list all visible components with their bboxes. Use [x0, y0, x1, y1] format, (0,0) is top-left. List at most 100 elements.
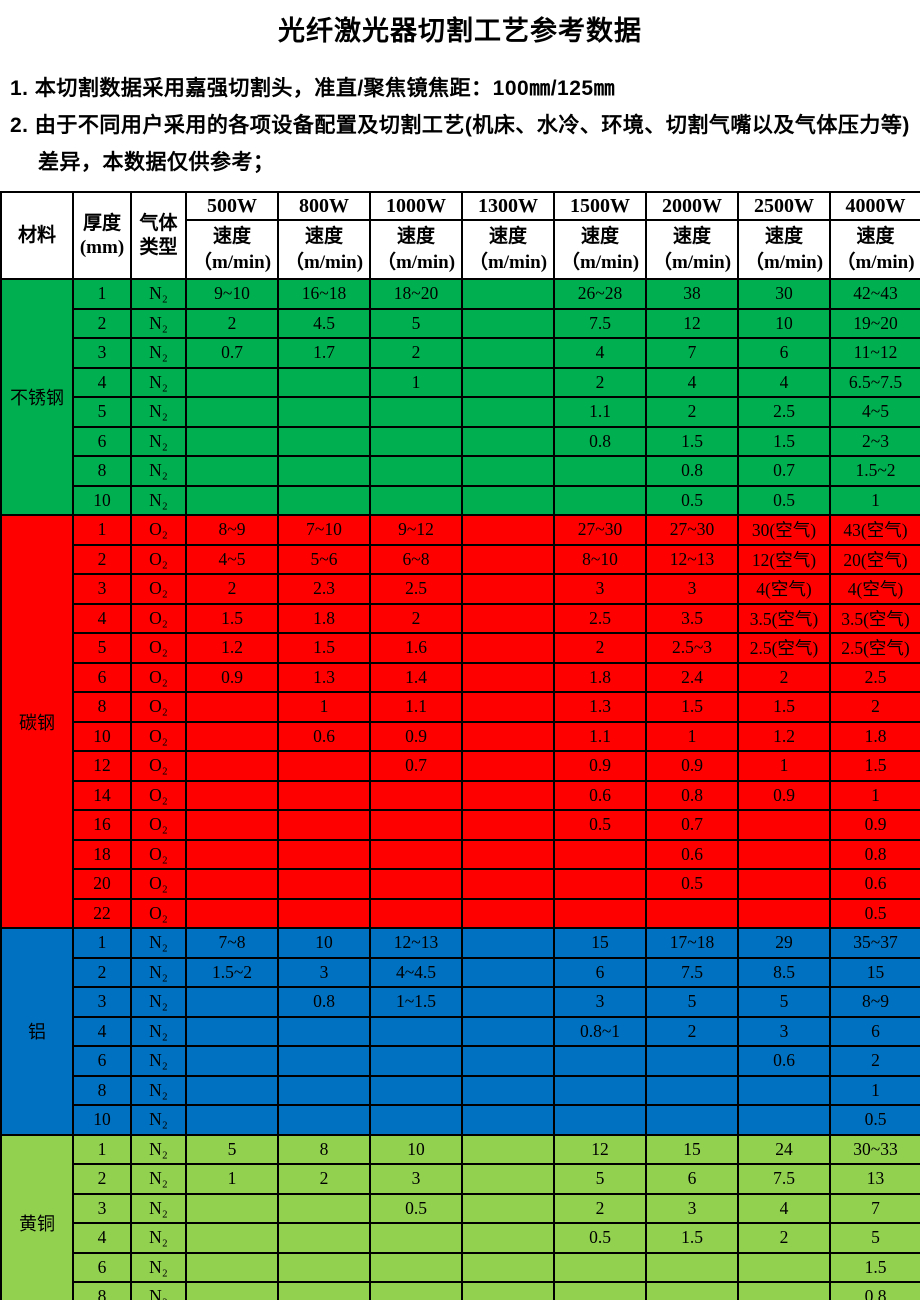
speed-cell: [277, 809, 371, 841]
thickness-cell: 6: [72, 1251, 132, 1283]
gas-type-cell: N₂: [130, 1222, 187, 1254]
speed-cell: [185, 1281, 279, 1300]
speed-cell: [553, 838, 647, 870]
speed-cell: 16~18: [277, 278, 371, 310]
speed-cell: 1.3: [553, 691, 647, 723]
speed-unit: （m/min): [744, 251, 824, 273]
speed-cell: 5: [553, 1163, 647, 1195]
speed-cell: [277, 396, 371, 428]
speed-cell: 1: [737, 750, 831, 782]
gas-type-cell: N₂: [130, 1192, 187, 1224]
table-row: 铝 1 N₂ 7~8 10 12~13 15 17~18 29 35~37: [0, 927, 920, 1136]
speed-cell: [461, 573, 555, 605]
thickness-cell: 6: [72, 1045, 132, 1077]
speed-cell: 12~13: [645, 543, 739, 575]
speed-cell: 2: [185, 307, 279, 339]
speed-cell: 2: [553, 366, 647, 398]
thickness-cell: 8: [72, 691, 132, 723]
speed-cell: [185, 455, 279, 487]
speed-cell: 4: [737, 1192, 831, 1224]
speed-cell: 26~28: [553, 278, 647, 310]
thickness-cell: 20: [72, 868, 132, 900]
table-row: 8 N₂ 0.8: [1, 1281, 920, 1300]
gas-type-cell: O₂: [130, 543, 187, 575]
speed-cell: 6: [553, 956, 647, 988]
speed-cell: [277, 1192, 371, 1224]
speed-cell: 0.9: [369, 720, 463, 752]
note-1: 1. 本切割数据采用嘉强切割头，准直/聚焦镜焦距：100㎜/125㎜: [10, 77, 616, 100]
speed-cell: [185, 1045, 279, 1077]
speed-cell: [185, 1192, 279, 1224]
gas-type-cell: N₂: [130, 425, 187, 457]
gas-type-cell: O₂: [130, 779, 187, 811]
speed-cell: [461, 1281, 555, 1300]
speed-cell: [461, 691, 555, 723]
gas-type-cell: N₂: [130, 1251, 187, 1283]
table-row: 10 N₂ 0.5 0.5 1: [1, 484, 920, 516]
speed-cell: [461, 543, 555, 575]
speed-cell: [185, 720, 279, 752]
speed-cell: 1.1: [369, 691, 463, 723]
speed-cell: 0.8: [553, 425, 647, 457]
speed-cell: [645, 1251, 739, 1283]
speed-label: 速度: [212, 225, 251, 247]
thickness-cell: 6: [72, 661, 132, 693]
header-row-2: 速度 （m/min) 速度 （m/min) 速度 （m/min) 速度 （m/min) 速度 （m…: [1, 219, 920, 280]
gas-type-cell: N₂: [130, 337, 187, 369]
gas-type-cell: N₂: [130, 1133, 187, 1165]
gas-type-cell: N₂: [130, 278, 187, 310]
speed-cell: 1.8: [277, 602, 371, 634]
speed-cell: [461, 720, 555, 752]
speed-cell: 1~1.5: [369, 986, 463, 1018]
speed-unit: （m/min): [836, 251, 915, 273]
speed-cell: 29: [737, 927, 831, 959]
table-row: 3 N₂ 0.7 1.7 2 4 7 6 11~12: [1, 337, 920, 369]
speed-cell: [185, 484, 279, 516]
gas-type-cell: O₂: [130, 661, 187, 693]
speed-cell: [369, 1104, 463, 1136]
speed-cell: 19~20: [829, 307, 920, 339]
thickness-cell: 2: [72, 956, 132, 988]
speed-cell: 1: [829, 484, 920, 516]
speed-cell: 27~30: [645, 514, 739, 546]
speed-cell: 3.5(空气): [829, 602, 920, 634]
table-row: 22 O₂ 0.5: [1, 897, 920, 929]
thickness-cell: 10: [72, 720, 132, 752]
speed-cell: 12~13: [369, 927, 463, 959]
speed-cell: 1: [185, 1163, 279, 1195]
speed-cell: 9~12: [369, 514, 463, 546]
speed-cell: [277, 779, 371, 811]
speed-cell: 1.5~2: [829, 455, 920, 487]
table-row: 6 N₂ 0.8 1.5 1.5 2~3: [1, 425, 920, 457]
speed-cell: 3.5(空气): [737, 602, 831, 634]
speed-cell: 0.8: [277, 986, 371, 1018]
speed-cell: [185, 897, 279, 929]
speed-unit: （m/min): [376, 251, 456, 273]
note-2: 2. 由于不同用户采用的各项设备配置及切割工艺(机床、水冷、环境、切割气嘴以及气…: [10, 114, 910, 174]
speed-cell: 2.4: [645, 661, 739, 693]
gas-type-cell: O₂: [130, 573, 187, 605]
speed-cell: 30: [737, 278, 831, 310]
speed-cell: [645, 897, 739, 929]
speed-cell: [461, 307, 555, 339]
thickness-cell: 10: [72, 1104, 132, 1136]
speed-cell: 0.8: [645, 779, 739, 811]
header-power-4000w: 4000W: [829, 191, 920, 221]
speed-unit: （m/min): [652, 251, 732, 273]
speed-cell: 5: [737, 986, 831, 1018]
speed-cell: 15: [553, 927, 647, 959]
speed-cell: [369, 779, 463, 811]
table-row: 不锈钢 1 N₂ 9~10 16~18 18~20 26~28 38 30 42~43: [0, 278, 920, 516]
speed-cell: [277, 455, 371, 487]
table-row: 4 N₂ 1 2 4 4 6.5~7.5: [1, 366, 920, 398]
gas-type-cell: N₂: [130, 956, 187, 988]
thickness-cell: 4: [72, 1222, 132, 1254]
speed-cell: 2.5(空气): [737, 632, 831, 664]
speed-cell: [553, 1281, 647, 1300]
speed-cell: 9~10: [185, 278, 279, 310]
speed-cell: 35~37: [829, 927, 920, 959]
speed-cell: [369, 1222, 463, 1254]
speed-cell: [369, 1015, 463, 1047]
speed-cell: 7.5: [645, 956, 739, 988]
speed-cell: 0.6: [645, 838, 739, 870]
